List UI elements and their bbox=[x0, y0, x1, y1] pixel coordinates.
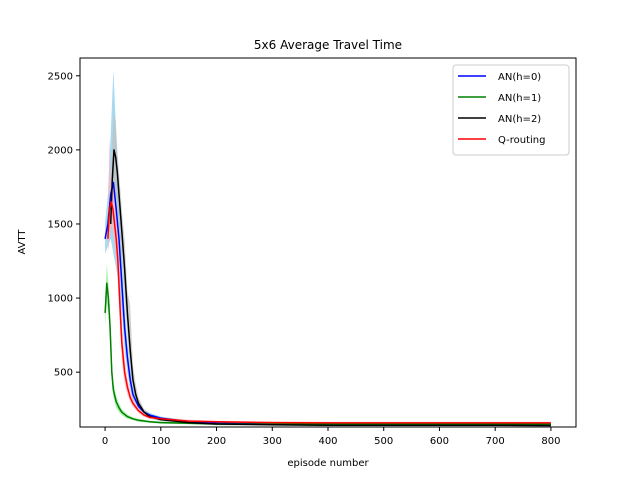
y-tick-label: 2000 bbox=[48, 145, 73, 156]
x-tick-label: 100 bbox=[151, 436, 170, 447]
y-tick-label: 1000 bbox=[48, 294, 73, 305]
x-tick-label: 500 bbox=[374, 436, 393, 447]
x-axis-label: episode number bbox=[287, 458, 369, 469]
legend-box bbox=[452, 64, 570, 156]
x-tick-label: 700 bbox=[486, 436, 505, 447]
legend-label-q-routing: Q-routing bbox=[498, 135, 546, 146]
legend-label-an-h-0: AN(h=0) bbox=[498, 72, 541, 83]
series-lines bbox=[104, 149, 551, 427]
legend-label-an-h-2: AN(h=2) bbox=[498, 114, 541, 125]
x-tick-label: 300 bbox=[263, 436, 282, 447]
y-tick-label: 2500 bbox=[48, 71, 73, 82]
legend: AN(h=0) AN(h=1) AN(h=2) Q-routing bbox=[452, 64, 570, 156]
chart-title: 5x6 Average Travel Time bbox=[254, 38, 402, 52]
x-tick-label: 0 bbox=[102, 436, 108, 447]
y-tick-label: 1500 bbox=[48, 219, 73, 230]
axis-ticks: 0 100 200 300 400 500 600 700 800 500 1000 1500 2000… bbox=[48, 71, 561, 447]
x-tick-label: 600 bbox=[430, 436, 449, 447]
line-q-routing bbox=[107, 200, 551, 424]
x-tick-label: 400 bbox=[318, 436, 337, 447]
line-an-h-1 bbox=[104, 282, 551, 426]
legend-label-an-h-1: AN(h=1) bbox=[498, 93, 541, 104]
plot-frame bbox=[79, 57, 577, 428]
y-axis-label: AVTT bbox=[17, 229, 28, 255]
x-tick-label: 800 bbox=[541, 436, 560, 447]
y-tick-label: 500 bbox=[54, 368, 73, 379]
line-an-h-2 bbox=[109, 149, 551, 427]
x-tick-label: 200 bbox=[207, 436, 226, 447]
